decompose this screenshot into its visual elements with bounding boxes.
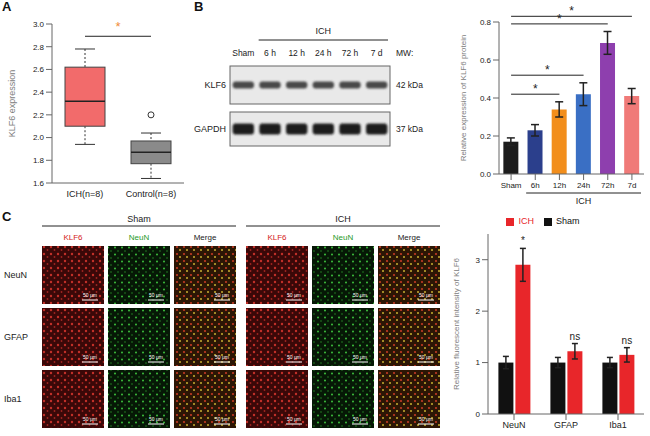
svg-text:Relative expression of KLF6 pr: Relative expression of KLF6 protein [459,35,468,162]
svg-text:ns: ns [570,331,581,342]
html-text:Sham: Sham [556,216,580,226]
svg-text:Merge: Merge [194,233,217,242]
html-text:A: A [2,0,12,14]
svg-text:50 μm: 50 μm [149,292,163,298]
svg-text:NeuN: NeuN [333,233,354,242]
svg-text:24h: 24h [577,181,590,190]
svg-text:MW:: MW: [396,48,413,58]
svg-text:50 μm: 50 μm [419,292,433,298]
svg-text:2: 2 [476,307,481,316]
svg-text:KLF6 expression: KLF6 expression [8,70,17,138]
html-text:ICH: ICH [518,216,534,226]
svg-text:KLF6: KLF6 [204,80,226,90]
svg-text:GFAP: GFAP [8,332,28,342]
svg-text:37 kDa: 37 kDa [396,124,423,134]
svg-text:7 d: 7 d [371,48,383,58]
svg-text:0: 0 [476,410,481,419]
svg-text:50 μm: 50 μm [83,354,97,360]
svg-text:2.2: 2.2 [33,111,45,120]
svg-text:ICH: ICH [335,214,351,224]
svg-text:Sham: Sham [127,214,151,224]
svg-text:50 μm: 50 μm [353,292,367,298]
svg-text:Merge: Merge [398,233,421,242]
svg-text:6h: 6h [531,181,540,190]
svg-text:50 μm: 50 μm [419,416,433,422]
html-text:C: C [2,209,12,224]
svg-text:50 μm: 50 μm [353,416,367,422]
svg-text:50 μm: 50 μm [419,354,433,360]
svg-text:12h: 12h [553,181,566,190]
svg-text:*: * [521,235,525,246]
svg-text:Sham: Sham [501,181,522,190]
svg-text:*: * [115,19,120,34]
svg-text:ICH: ICH [316,26,332,36]
svg-text:KLF6: KLF6 [267,233,287,242]
svg-text:12 h: 12 h [288,48,305,58]
svg-text:GAPDH: GAPDH [194,124,226,134]
svg-text:0.6: 0.6 [480,56,492,65]
svg-text:6 h: 6 h [264,48,276,58]
svg-text:2.4: 2.4 [33,88,45,97]
svg-text:50 μm: 50 μm [215,416,229,422]
svg-text:2.6: 2.6 [33,65,45,74]
svg-text:50 μm: 50 μm [149,354,163,360]
html-text:B: B [194,0,204,14]
svg-text:50 μm: 50 μm [149,416,163,422]
svg-text:*: * [533,82,538,96]
svg-text:72 h: 72 h [342,48,359,58]
svg-text:ICH(n=8): ICH(n=8) [67,189,104,199]
svg-text:NeuN: NeuN [129,233,150,242]
svg-text:50 μm: 50 μm [215,292,229,298]
svg-text:*: * [557,12,562,26]
svg-text:50 μm: 50 μm [287,292,301,298]
svg-text:7d: 7d [627,181,636,190]
svg-text:0.4: 0.4 [480,94,492,103]
svg-text:50 μm: 50 μm [83,292,97,298]
svg-text:50 μm: 50 μm [353,354,367,360]
svg-text:Relative fluorescent intensity: Relative fluorescent intensity of KLF6 [452,257,461,390]
svg-text:50 μm: 50 μm [287,416,301,422]
svg-text:1.6: 1.6 [33,179,45,188]
svg-text:1.8: 1.8 [33,156,45,165]
svg-text:50 μm: 50 μm [287,354,301,360]
svg-text:Iba1: Iba1 [8,394,22,404]
svg-text:NeuN: NeuN [8,270,27,280]
svg-text:0.0: 0.0 [480,170,492,179]
svg-text:ICH: ICH [576,196,592,206]
svg-text:0.2: 0.2 [480,132,492,141]
svg-text:3: 3 [476,256,481,265]
svg-text:*: * [569,4,574,18]
svg-text:50 μm: 50 μm [83,416,97,422]
svg-text:Sham: Sham [232,48,254,58]
svg-text:Control(n=8): Control(n=8) [126,189,176,199]
svg-text:24 h: 24 h [315,48,332,58]
svg-text:KLF6: KLF6 [63,233,83,242]
svg-text:GFAP: GFAP [554,420,578,430]
svg-text:ns: ns [622,335,633,346]
svg-text:*: * [545,63,550,77]
svg-text:3.0: 3.0 [33,20,45,29]
svg-text:1: 1 [476,358,481,367]
svg-text:42 kDa: 42 kDa [396,80,423,90]
svg-text:50 μm: 50 μm [215,354,229,360]
svg-text:0.8: 0.8 [480,18,492,27]
svg-text:2.8: 2.8 [33,43,45,52]
svg-text:72h: 72h [601,181,614,190]
svg-text:Iba1: Iba1 [609,420,627,430]
svg-text:NeuN: NeuN [502,420,525,430]
svg-text:2.0: 2.0 [33,133,45,142]
